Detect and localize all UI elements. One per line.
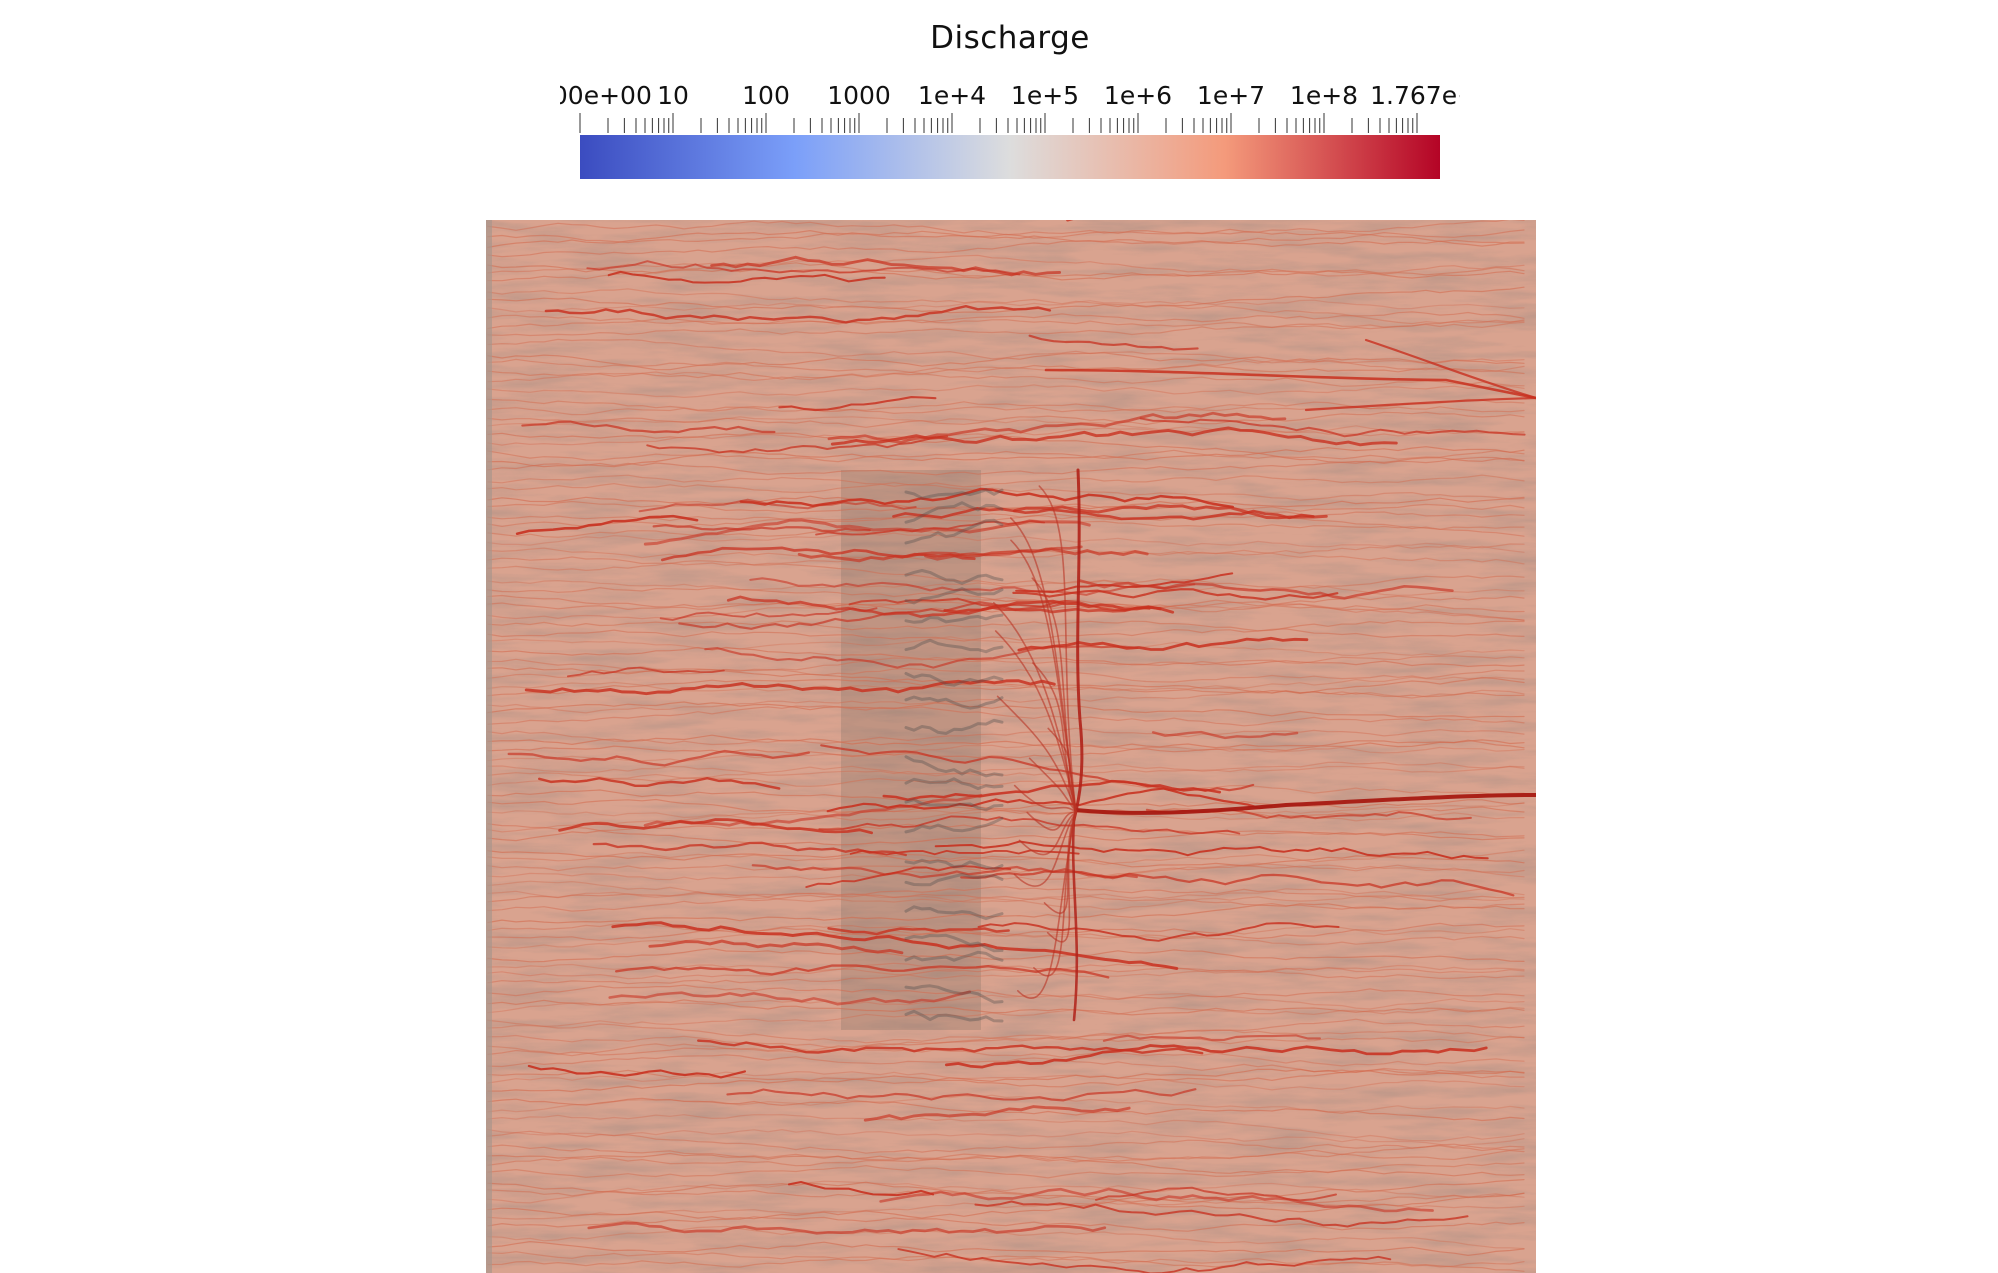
colorbar-tick-label: 1.767e+09 bbox=[1370, 81, 1460, 110]
colorbar-tick-label: 1e+4 bbox=[918, 81, 986, 110]
terrain-map bbox=[486, 220, 1536, 1273]
colorbar-tick-label: 1e+8 bbox=[1290, 81, 1358, 110]
colorbar-tick-label: 100 bbox=[742, 81, 790, 110]
colorbar-tick-label: 1000 bbox=[827, 81, 891, 110]
colorbar-tick-label: 10 bbox=[657, 81, 689, 110]
colorbar-tick-label: 1e+5 bbox=[1011, 81, 1079, 110]
colorbar-tick-label: 1e+6 bbox=[1104, 81, 1172, 110]
terrain-left-edge bbox=[486, 220, 492, 1273]
colorbar-tick-label: 1.000e+00 bbox=[560, 81, 652, 110]
colorbar-ticks bbox=[580, 113, 1417, 133]
legend-title: Discharge bbox=[0, 20, 1998, 56]
colorbar-gradient bbox=[580, 135, 1440, 179]
colorbar-tick-label: 1e+7 bbox=[1197, 81, 1265, 110]
